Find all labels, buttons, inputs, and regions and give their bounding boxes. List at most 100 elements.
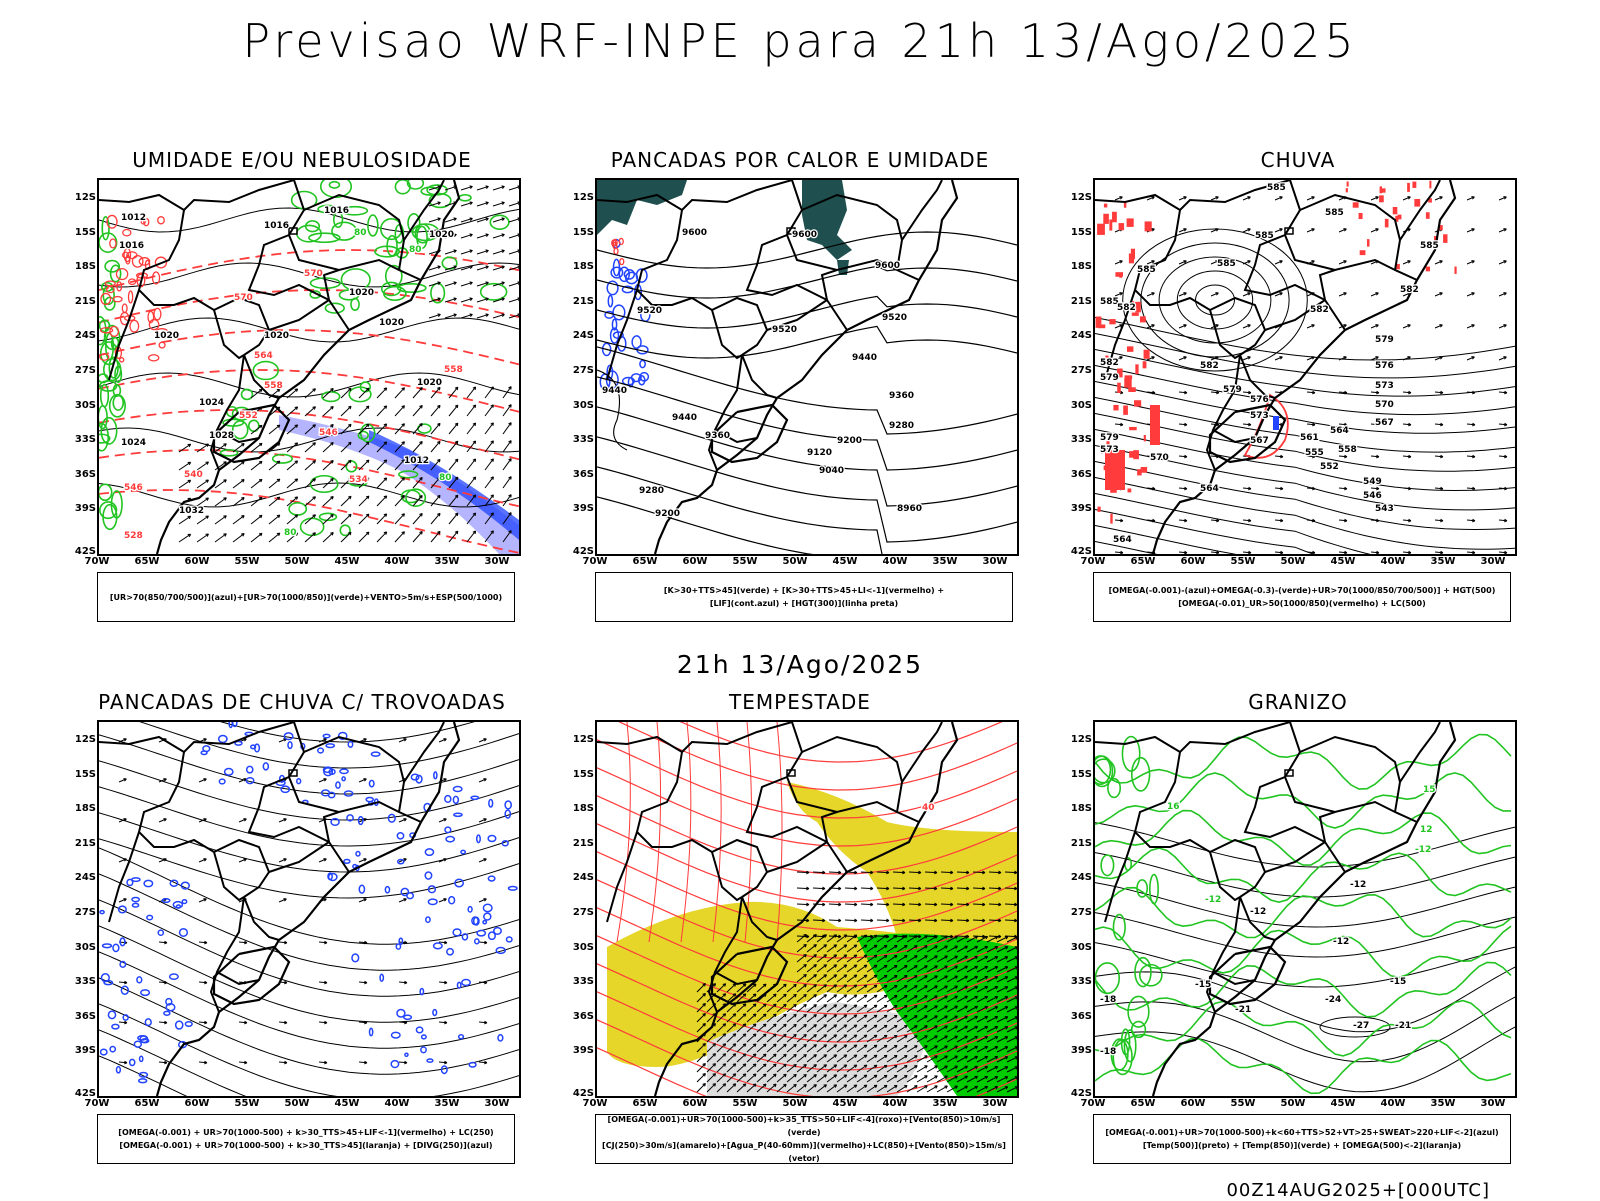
wind-vector [1338,391,1348,394]
latitude-label: 12S [74,734,96,745]
longitude-label: 65W [632,556,658,567]
contour-label: 558 [1338,445,1357,455]
wind-vector [726,1033,737,1043]
wind-vector [976,1046,988,1053]
wind-vector [1006,1026,1017,1033]
contour-label: 9120 [807,448,832,458]
wind-vector [394,405,405,417]
wind-vector [816,1074,827,1083]
wind-vector [1274,196,1283,201]
wind-vector [876,903,890,906]
wind-vector [250,442,263,453]
wind-vector [398,818,407,823]
latitude-label: 24S [572,872,594,884]
wind-vector [896,1085,908,1093]
contour-label: 582 [1117,303,1136,313]
wind-vector [986,986,998,993]
wind-vector [806,954,817,963]
wind-vector [706,1083,716,1093]
wind-vector [826,1044,837,1053]
wind-vector [860,903,874,906]
wind-vector [908,919,922,922]
wind-vector [286,514,298,525]
wind-vector [986,1016,998,1023]
panel-title: PANCADAS DE CHUVA C/ TROVOADAS [98,690,506,714]
wind-vector [946,1035,958,1043]
wind-vector [476,281,489,287]
run-timestamp: 00Z14AUG2025+[000UTC] [1226,1180,1490,1201]
contour-label: 570 [1150,453,1169,463]
wind-vector [1178,423,1188,426]
wind-vector [726,1073,737,1083]
wind-vector [986,1046,998,1053]
wind-vector [836,944,847,953]
latitude-label: 30S [74,399,96,411]
wind-vector [966,955,978,963]
wind-vector [988,887,1002,890]
legend-line: [OMEGA(-0.001) + UR>70(1000-500) + k>30_… [119,1141,493,1150]
wind-vector [1274,519,1284,522]
wind-vector [1466,519,1476,522]
longitude-label: 50W [284,1098,310,1109]
wind-vector [1210,228,1219,233]
wind-vector [1402,324,1411,329]
wind-vector [956,1045,968,1053]
wind-vector [1370,324,1379,329]
wind-vector [996,976,1008,983]
wind-vector [946,1015,958,1023]
panel-granizo: GRANIZO 12S 15S 18S 21S 24S 27S 30S 33S 36S 39S 42S… [1058,690,1538,1180]
wind-vector [996,936,1008,943]
wind-vector [896,935,908,943]
wind-vector [856,1084,868,1093]
latitude-label: 12S [74,192,96,203]
panel-legend: [OMEGA(-0.001) + UR>70(1000-500) + k>30_… [97,1114,515,1164]
wind-vector [286,406,298,417]
wind-vector [250,478,263,489]
wind-vector [856,1044,868,1053]
contour-label: -21 [1235,1005,1251,1015]
wind-vector [318,738,327,743]
wind-vector [946,1025,958,1033]
contour-label: 1016 [264,221,289,231]
wind-vector [466,458,476,471]
wind-vector [448,404,459,417]
contour-label: 1012 [404,456,429,466]
contour-label: -12 [1333,937,1349,947]
wind-vector [1006,1016,1017,1023]
wind-vector [340,441,352,453]
wind-vector [1210,196,1219,201]
wind-vector [908,887,922,890]
longitude-label: 70W [582,1098,608,1109]
wind-vector [250,460,263,471]
wind-vector [866,1004,878,1013]
wind-vector [836,984,847,993]
contour-label: 80 [409,245,422,255]
contour-label: -24 [1325,995,1341,1005]
wind-vector [394,477,405,489]
wind-vector [508,298,519,303]
wind-vector [158,818,167,823]
wind-vector [986,996,998,1003]
wind-vector [412,495,423,507]
wind-vector [1178,228,1187,233]
wind-vector [786,1023,797,1033]
wind-vector [846,1024,858,1033]
wind-vector [1210,551,1220,554]
forecast-time-title: 21h 13/Ago/2025 [676,650,924,679]
wind-vector [926,1065,938,1073]
wind-vector [1114,292,1123,297]
wind-vector [358,441,370,453]
wind-vector [448,422,459,435]
wind-vector [250,424,263,435]
wind-vector [976,936,988,943]
wind-vector [816,994,827,1003]
wind-vector [158,941,168,944]
wind-vector [812,871,826,874]
contour-label: 558 [444,365,463,375]
wind-vector [886,1055,898,1063]
wind-vector [936,975,948,983]
wind-vector [268,460,281,471]
wind-vector [1274,551,1284,554]
wind-vector [238,858,247,863]
wind-vector [1178,260,1187,265]
